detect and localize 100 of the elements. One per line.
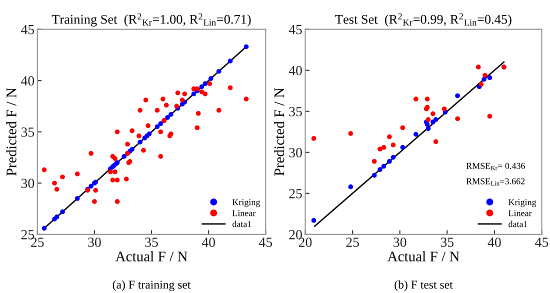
point	[88, 184, 94, 189]
point	[54, 186, 60, 192]
point	[244, 44, 249, 50]
point	[154, 124, 160, 130]
point	[124, 176, 129, 182]
y-tick-label: 25	[289, 189, 302, 198]
point	[433, 139, 438, 144]
y-axis-title: Predicted F / N	[274, 88, 284, 176]
point	[216, 68, 222, 74]
point	[158, 121, 164, 126]
point	[478, 82, 484, 87]
point	[482, 76, 486, 82]
legend-label: data1	[232, 220, 252, 228]
point	[158, 129, 164, 134]
point	[110, 178, 116, 182]
x-tick-label: 40	[202, 238, 215, 247]
point	[216, 108, 222, 113]
point	[141, 148, 146, 153]
x-tick-label: 45	[535, 238, 548, 247]
point	[164, 102, 169, 108]
point	[138, 108, 143, 113]
point	[482, 72, 488, 78]
point	[414, 132, 418, 137]
point	[191, 92, 196, 96]
chart-title: Test Set (R$^{2}$$_{Kr}$=0.99, R$^{2}$$_{Lin}$=0.45)	[335, 13, 512, 26]
y-tick-label: 25	[21, 230, 34, 240]
point	[378, 167, 382, 172]
x-axis-title: Actual F / N	[115, 251, 188, 262]
point	[180, 98, 185, 102]
point	[228, 58, 233, 64]
y-tick-label: 40	[288, 66, 302, 76]
annotation: RMSE$_{Lin}$=3.662	[466, 178, 525, 186]
point	[381, 164, 386, 169]
point	[60, 174, 65, 180]
x-tick-label: 40	[488, 238, 501, 247]
legend-label: data1	[508, 220, 528, 228]
point	[168, 112, 174, 117]
point	[88, 150, 94, 156]
point	[378, 146, 382, 152]
point	[487, 114, 492, 119]
point	[60, 209, 65, 214]
point	[390, 142, 396, 148]
chart-title: Training Set (R$^{2}$$_{Kr}$=1.00, R$^{2}$$_{Lin}$=0.71)	[52, 13, 251, 27]
point	[136, 134, 142, 138]
point	[52, 180, 57, 186]
point	[387, 158, 392, 164]
point	[202, 81, 208, 86]
y-tick-label: 45	[288, 24, 302, 34]
point	[146, 131, 152, 136]
point	[199, 84, 204, 90]
point	[228, 85, 233, 90]
y-axis-title: Predicted F / N	[6, 88, 16, 176]
point	[194, 125, 200, 130]
y-tick-label: 20	[289, 230, 302, 240]
text: (a) F training set	[112, 280, 191, 292]
x-tick-label: 25	[31, 238, 44, 247]
point	[154, 108, 160, 113]
point	[400, 125, 406, 130]
x-axis-title: Actual F / N	[387, 251, 460, 262]
point	[381, 145, 386, 150]
point	[390, 154, 396, 160]
point	[202, 92, 208, 96]
point	[74, 171, 80, 176]
y-tick-label: 30	[21, 178, 34, 188]
y-tick-label: 35	[289, 106, 302, 116]
x-tick-label: 30	[394, 238, 406, 247]
point	[196, 110, 201, 116]
point	[175, 90, 180, 96]
legend-label: Kriging	[232, 199, 260, 208]
point	[92, 199, 97, 204]
point	[182, 92, 188, 96]
point	[487, 75, 492, 80]
point	[158, 154, 164, 159]
point	[93, 188, 98, 193]
point	[430, 111, 436, 116]
point	[112, 156, 118, 161]
point	[42, 226, 47, 231]
point	[143, 98, 148, 102]
point	[244, 96, 249, 102]
point	[138, 140, 143, 145]
legend-label: Kriging	[508, 199, 536, 208]
point	[348, 184, 354, 190]
point	[108, 169, 113, 174]
point	[165, 115, 170, 120]
x-tick-label: 20	[298, 238, 312, 247]
x-tick-label: 35	[440, 238, 454, 247]
point	[414, 96, 418, 102]
point	[424, 96, 430, 102]
point	[122, 154, 127, 159]
point	[311, 218, 316, 223]
y-tick-label: 45	[21, 24, 34, 34]
point	[476, 64, 481, 70]
point	[387, 134, 392, 140]
point	[455, 116, 460, 122]
point	[125, 142, 130, 147]
point	[372, 172, 377, 178]
point	[168, 131, 174, 136]
point	[426, 126, 431, 131]
point	[160, 96, 166, 102]
point	[130, 128, 135, 134]
